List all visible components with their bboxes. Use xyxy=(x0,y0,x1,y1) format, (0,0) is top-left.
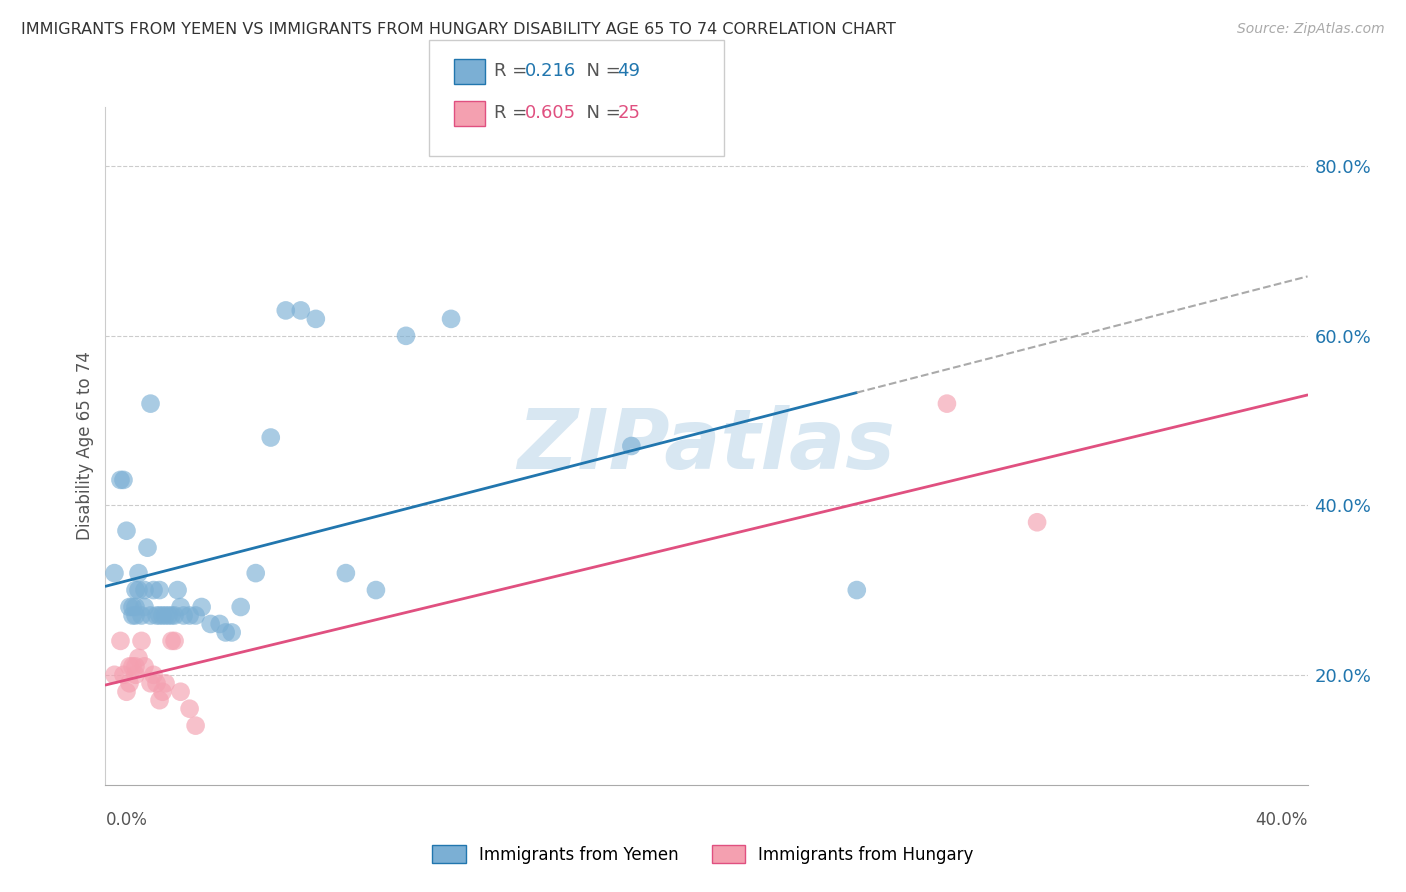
Point xyxy=(155,608,177,623)
Text: 0.0%: 0.0% xyxy=(105,811,148,829)
Point xyxy=(118,676,141,690)
Point xyxy=(173,608,195,623)
Point xyxy=(112,667,135,681)
Point xyxy=(274,303,297,318)
Text: 49: 49 xyxy=(617,62,640,80)
Text: 40.0%: 40.0% xyxy=(1256,811,1308,829)
Point xyxy=(121,599,143,614)
Text: ZIPatlas: ZIPatlas xyxy=(517,406,896,486)
Point xyxy=(290,303,312,318)
Point xyxy=(134,583,156,598)
Point xyxy=(142,583,165,598)
Point xyxy=(136,541,159,555)
Text: N =: N = xyxy=(575,104,627,122)
Point xyxy=(1026,515,1049,529)
Point xyxy=(335,566,357,580)
Point xyxy=(160,608,183,623)
Point xyxy=(124,599,146,614)
Point xyxy=(169,685,191,699)
Point xyxy=(118,599,141,614)
Text: 25: 25 xyxy=(617,104,640,122)
Point xyxy=(124,667,146,681)
Point xyxy=(440,311,463,326)
Point xyxy=(131,608,153,623)
Point xyxy=(124,659,146,673)
Point xyxy=(115,524,138,538)
Point xyxy=(221,625,243,640)
Point xyxy=(208,617,231,632)
Point xyxy=(152,685,174,699)
Point xyxy=(163,608,186,623)
Point xyxy=(179,608,201,623)
Text: 0.605: 0.605 xyxy=(524,104,575,122)
Point xyxy=(142,667,165,681)
Point xyxy=(163,633,186,648)
Point xyxy=(128,566,150,580)
Point xyxy=(305,311,328,326)
Text: N =: N = xyxy=(575,62,627,80)
Point xyxy=(148,608,170,623)
Point xyxy=(134,599,156,614)
Text: R =: R = xyxy=(494,104,533,122)
Point xyxy=(103,566,125,580)
Point xyxy=(157,608,180,623)
Point xyxy=(364,583,387,598)
Point xyxy=(936,396,959,410)
Point xyxy=(128,583,150,598)
Point xyxy=(179,701,201,715)
Point xyxy=(121,608,143,623)
Point xyxy=(148,583,170,598)
Point xyxy=(112,473,135,487)
Point xyxy=(124,608,146,623)
Point xyxy=(118,659,141,673)
Point xyxy=(166,583,188,598)
Point xyxy=(121,659,143,673)
Text: R =: R = xyxy=(494,62,533,80)
Point xyxy=(131,633,153,648)
Point xyxy=(152,608,174,623)
Point xyxy=(139,676,162,690)
Point xyxy=(103,667,125,681)
Point xyxy=(200,617,222,632)
Point xyxy=(620,439,643,453)
Point xyxy=(124,583,146,598)
Point xyxy=(139,396,162,410)
Point xyxy=(134,659,156,673)
Point xyxy=(245,566,267,580)
Point xyxy=(184,608,207,623)
Text: Source: ZipAtlas.com: Source: ZipAtlas.com xyxy=(1237,22,1385,37)
Point xyxy=(395,328,418,343)
Point xyxy=(128,651,150,665)
Point xyxy=(110,633,132,648)
Point xyxy=(139,608,162,623)
Point xyxy=(190,599,212,614)
Point xyxy=(148,693,170,707)
Point xyxy=(110,473,132,487)
Point xyxy=(145,676,167,690)
Point xyxy=(214,625,236,640)
Text: IMMIGRANTS FROM YEMEN VS IMMIGRANTS FROM HUNGARY DISABILITY AGE 65 TO 74 CORRELA: IMMIGRANTS FROM YEMEN VS IMMIGRANTS FROM… xyxy=(21,22,896,37)
Point xyxy=(115,685,138,699)
Point xyxy=(155,676,177,690)
Legend: Immigrants from Yemen, Immigrants from Hungary: Immigrants from Yemen, Immigrants from H… xyxy=(426,838,980,871)
Text: 0.216: 0.216 xyxy=(524,62,575,80)
Point xyxy=(169,599,191,614)
Point xyxy=(184,719,207,733)
Point xyxy=(229,599,252,614)
Y-axis label: Disability Age 65 to 74: Disability Age 65 to 74 xyxy=(76,351,94,541)
Point xyxy=(260,430,283,444)
Point xyxy=(145,608,167,623)
Point xyxy=(845,583,868,598)
Point xyxy=(160,633,183,648)
